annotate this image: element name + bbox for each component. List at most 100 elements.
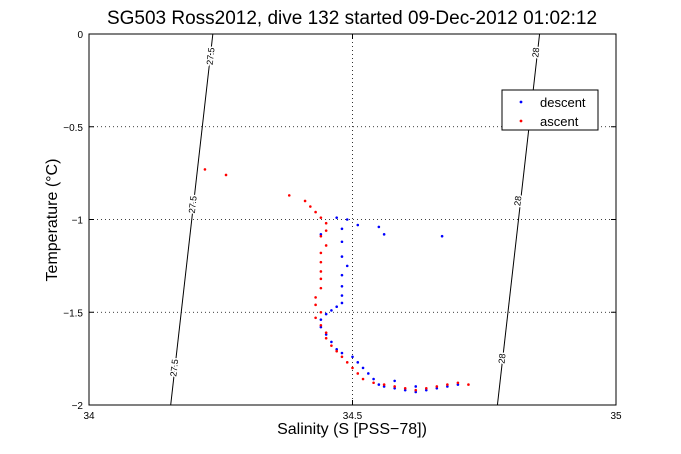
contour-label: 28 [497,353,508,364]
data-point-descent [424,388,428,392]
data-point-ascent [309,205,312,208]
axis-ticks: 34 34.5 35 0 −0.5 −1 −1.5 −2 [63,30,622,422]
data-point-descent [377,383,381,386]
data-point-descent [340,227,344,231]
data-point-ascent [356,372,360,375]
data-point-ascent [319,216,323,219]
data-point-descent [440,234,444,238]
data-point-ascent [319,286,323,290]
contour-label: 28 [530,47,541,58]
data-point-ascent [224,173,228,177]
data-point-ascent [324,221,328,225]
data-point-descent [414,385,418,388]
data-point-descent [403,388,407,392]
contour-label: 27.5 [205,47,217,66]
data-point-descent [446,385,449,388]
data-point-descent [340,284,344,288]
contour-label: 28 [512,195,523,206]
legend-marker-ascent [519,119,523,123]
data-point-ascent [393,385,396,388]
legend-marker-descent [519,100,523,104]
data-point-ascent [314,303,317,307]
data-point-ascent [340,355,344,359]
data-point-ascent [319,323,323,327]
data-point-ascent [382,383,386,386]
data-point-descent [372,377,375,381]
data-point-ascent [324,336,328,340]
legend: descent ascent [501,89,599,131]
contour-label: 27.5 [168,359,180,378]
data-point-ascent [467,383,470,386]
data-point-descent [319,233,323,236]
x-axis-label: Salinity (S [PSS−78]) [277,421,427,438]
data-point-descent [356,223,360,227]
y-axis-label: Temperature (°C) [44,159,61,282]
data-point-descent [335,305,338,308]
data-point-ascent [319,251,323,255]
data-point-ascent [335,349,338,353]
data-point-descent [382,385,386,388]
data-point-ascent [319,260,323,264]
y-tick-label: −1 [72,216,84,227]
legend-label-ascent: ascent [540,114,579,129]
data-point-descent [340,240,344,244]
data-point-ascent [403,387,407,390]
data-point-ascent [324,244,328,247]
data-point-ascent [303,199,307,203]
data-point-ascent [446,383,449,386]
legend-box [501,89,599,131]
data-point-ascent [361,377,365,381]
contour-label: 27.5 [187,195,199,214]
y-tick-label: −0.5 [63,123,83,134]
data-point-ascent [203,168,207,171]
data-point-descent [340,301,344,305]
data-point-ascent [435,385,439,388]
data-point-descent [319,325,323,329]
data-point-ascent [314,296,317,299]
data-point-descent [340,255,344,258]
data-point-descent [351,355,354,359]
data-point-descent [330,340,333,344]
data-point-descent [377,225,381,229]
data-point-ascent [319,234,323,238]
data-point-descent [382,233,386,236]
data-point-descent [393,387,396,390]
chart-title: SG503 Ross2012, dive 132 started 09-Dec-… [107,8,597,29]
data-point-descent [330,309,333,312]
data-point-descent [393,379,396,383]
data-point-ascent [414,388,418,392]
data-point-descent [335,216,338,219]
y-tick-label: −2 [72,401,84,412]
data-point-descent [335,348,338,351]
data-point-descent [345,218,349,221]
data-point-descent [345,264,349,268]
data-point-ascent [424,387,428,390]
data-point-descent [367,372,370,375]
data-point-ascent [314,210,317,214]
density-contours: 27.5 27.5 27.5 28 28 28 [167,33,543,406]
data-point-ascent [330,344,333,347]
data-point-descent [324,312,328,316]
legend-label-descent: descent [540,95,586,110]
data-point-descent [340,351,344,355]
data-point-descent [340,273,344,277]
x-tick-label: 35 [610,411,622,422]
data-point-ascent [319,270,323,273]
data-point-ascent [456,381,460,385]
data-point-ascent [324,331,328,334]
data-point-ascent [351,366,354,370]
data-point-ascent [314,316,317,320]
isopycnal-line [170,33,214,406]
data-point-descent [414,390,418,394]
data-point-descent [456,383,460,386]
data-point-ascent [372,381,375,385]
x-tick-label: 34.5 [343,411,363,422]
data-point-descent [324,333,328,336]
data-point-ascent [319,310,323,314]
data-point-ascent [287,194,291,197]
data-point-descent [356,361,360,364]
x-tick-label: 34 [83,411,95,422]
data-points [203,168,470,394]
data-point-ascent [324,229,328,232]
